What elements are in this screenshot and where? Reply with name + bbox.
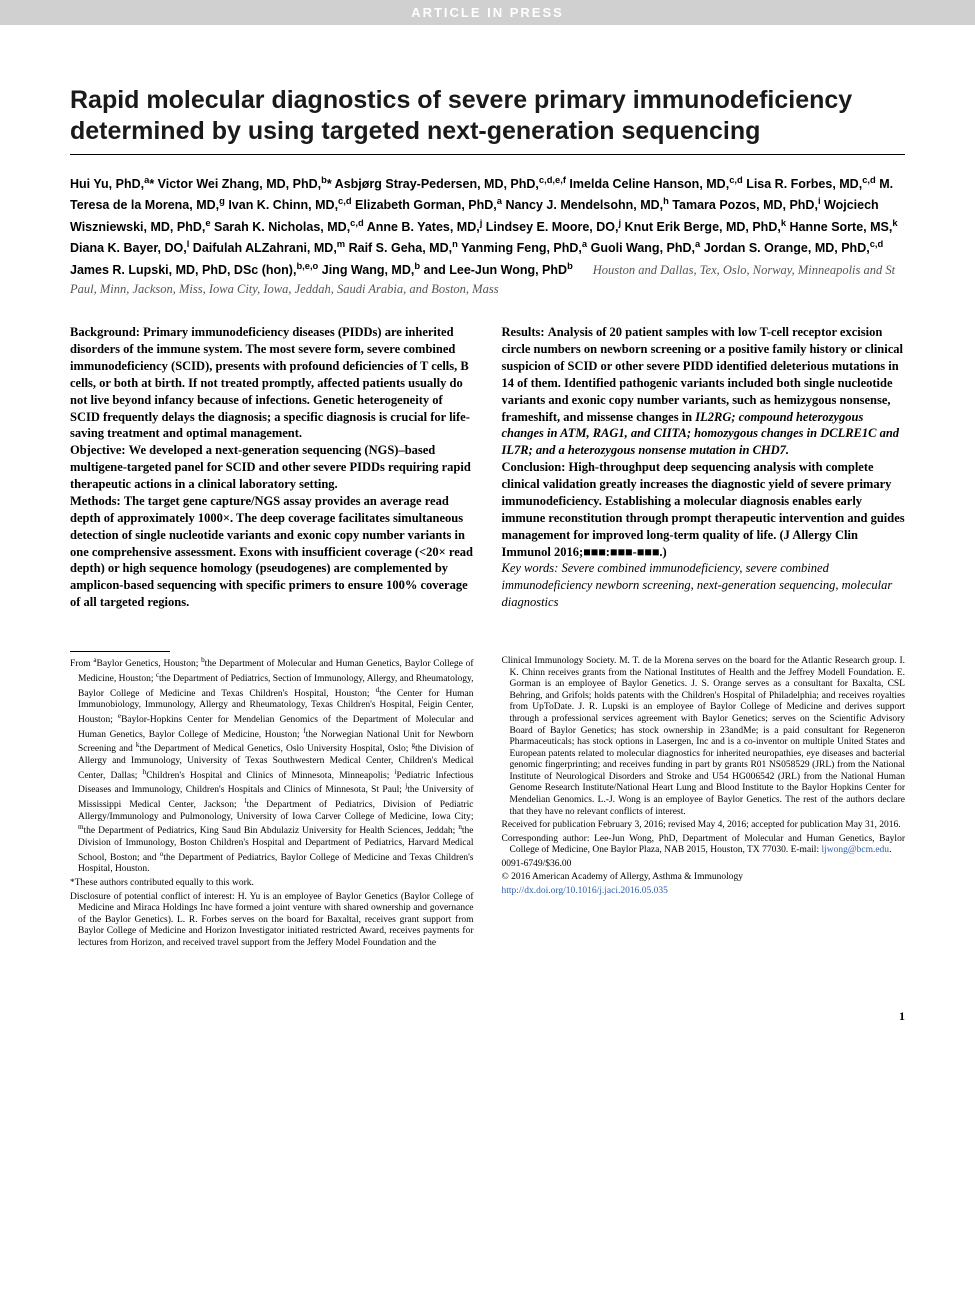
objective-label: Objective: <box>70 443 126 457</box>
keywords-text: Severe combined immunodeficiency, severe… <box>502 561 893 609</box>
methods-text: The target gene capture/NGS assay provid… <box>70 494 473 609</box>
corresponding-author: Corresponding author: Lee-Jun Wong, PhD,… <box>502 834 906 857</box>
doi-link[interactable]: http://dx.doi.org/10.1016/j.jaci.2016.05… <box>502 886 668 896</box>
author-block: Hui Yu, PhD,a* Victor Wei Zhang, MD, PhD… <box>70 173 905 299</box>
authors-list: Hui Yu, PhD,a* Victor Wei Zhang, MD, PhD… <box>70 177 898 277</box>
received-dates: Received for publication February 3, 201… <box>502 820 906 832</box>
issn: 0091-6749/$36.00 <box>502 859 906 871</box>
abstract-columns: Background: Primary immunodeficiency dis… <box>70 324 905 611</box>
title-rule <box>70 154 905 155</box>
abstract-right-col: Results: Analysis of 20 patient samples … <box>502 324 906 611</box>
footer-columns: From aBaylor Genetics, Houston; bthe Dep… <box>70 656 905 951</box>
conclusion-text: High-throughput deep sequencing analysis… <box>502 460 905 558</box>
abstract-left-col: Background: Primary immunodeficiency dis… <box>70 324 474 611</box>
disclosure-right: Clinical Immunology Society. M. T. de la… <box>502 656 906 818</box>
footer-right-col: Clinical Immunology Society. M. T. de la… <box>502 656 906 951</box>
article-in-press-banner: ARTICLE IN PRESS <box>0 0 975 25</box>
footer-left-col: From aBaylor Genetics, Houston; bthe Dep… <box>70 656 474 951</box>
page-content: Rapid molecular diagnostics of severe pr… <box>0 25 975 991</box>
article-title: Rapid molecular diagnostics of severe pr… <box>70 85 905 148</box>
results-label: Results: <box>502 325 545 339</box>
affiliations-from: From aBaylor Genetics, Houston; bthe Dep… <box>70 656 474 876</box>
methods-label: Methods: <box>70 494 121 508</box>
copyright: © 2016 American Academy of Allergy, Asth… <box>502 872 906 884</box>
equal-contribution: *These authors contributed equally to th… <box>70 878 474 890</box>
objective-text: We developed a next-generation sequencin… <box>70 443 471 491</box>
corresponding-email[interactable]: ljwong@bcm.edu <box>821 845 889 855</box>
conclusion-label: Conclusion: <box>502 460 566 474</box>
disclosure-left: Disclosure of potential conflict of inte… <box>70 892 474 950</box>
footer-rule <box>70 651 170 652</box>
keywords-label: Key words: <box>502 561 559 575</box>
keywords-block: Key words: Severe combined immunodeficie… <box>502 560 906 611</box>
background-label: Background: <box>70 325 140 339</box>
background-text: Primary immunodeficiency diseases (PIDDs… <box>70 325 470 440</box>
page-number: 1 <box>0 991 975 1038</box>
